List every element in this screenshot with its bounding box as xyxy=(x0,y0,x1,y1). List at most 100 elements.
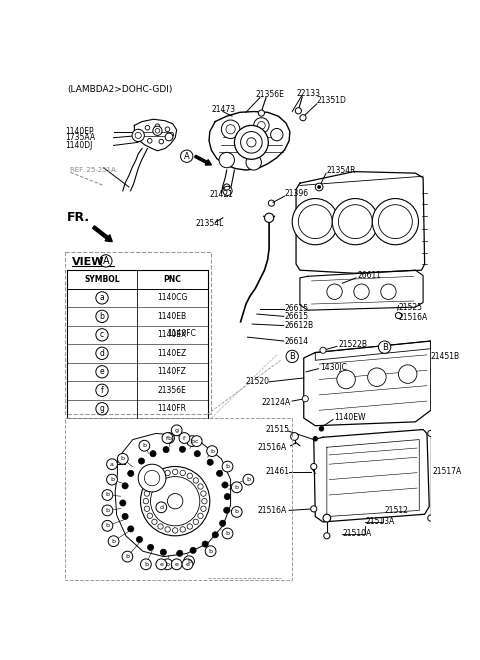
Circle shape xyxy=(122,513,128,519)
Text: 21473: 21473 xyxy=(211,106,236,114)
Circle shape xyxy=(145,125,150,130)
Circle shape xyxy=(165,470,170,476)
Text: 21515: 21515 xyxy=(265,425,289,434)
Circle shape xyxy=(428,515,434,521)
Text: B: B xyxy=(382,343,387,352)
Text: b: b xyxy=(166,562,169,567)
Circle shape xyxy=(128,471,134,477)
Text: A: A xyxy=(103,256,109,266)
Circle shape xyxy=(212,532,218,538)
Text: 21451B: 21451B xyxy=(431,352,460,361)
Circle shape xyxy=(222,528,233,539)
Circle shape xyxy=(187,524,192,529)
Circle shape xyxy=(222,461,233,472)
Text: 21516A: 21516A xyxy=(258,443,287,451)
Circle shape xyxy=(147,513,153,519)
Circle shape xyxy=(428,430,434,436)
Text: 1140EP: 1140EP xyxy=(65,127,94,136)
Text: 21356E: 21356E xyxy=(255,90,284,99)
Circle shape xyxy=(162,433,173,444)
Circle shape xyxy=(96,347,108,360)
Circle shape xyxy=(187,473,192,478)
Text: e: e xyxy=(159,562,163,567)
Circle shape xyxy=(383,346,389,352)
Circle shape xyxy=(102,490,113,500)
Text: 21356E: 21356E xyxy=(157,386,187,395)
Circle shape xyxy=(96,384,108,397)
Text: c: c xyxy=(195,439,198,444)
Circle shape xyxy=(320,347,326,353)
Text: 21525: 21525 xyxy=(398,303,422,312)
Circle shape xyxy=(372,199,419,245)
Circle shape xyxy=(381,284,396,300)
Circle shape xyxy=(165,133,173,141)
Circle shape xyxy=(254,117,269,133)
Circle shape xyxy=(107,475,118,485)
Text: b: b xyxy=(121,456,125,461)
Text: 21516A: 21516A xyxy=(258,506,287,515)
Circle shape xyxy=(338,205,372,239)
Circle shape xyxy=(152,478,157,483)
Circle shape xyxy=(155,129,160,133)
Text: f: f xyxy=(167,436,168,440)
Circle shape xyxy=(315,183,323,191)
Circle shape xyxy=(143,498,149,504)
Circle shape xyxy=(319,426,324,431)
Circle shape xyxy=(107,459,118,470)
Circle shape xyxy=(135,132,141,139)
Circle shape xyxy=(398,365,417,383)
Text: e: e xyxy=(175,562,179,567)
Text: 1735AA: 1735AA xyxy=(65,133,95,142)
Circle shape xyxy=(159,139,164,144)
Circle shape xyxy=(179,433,190,444)
Circle shape xyxy=(150,451,156,457)
Circle shape xyxy=(138,464,166,492)
Circle shape xyxy=(207,459,213,465)
Text: SYMBOL: SYMBOL xyxy=(84,275,120,284)
Text: b: b xyxy=(190,439,194,444)
Text: 21520: 21520 xyxy=(246,378,270,386)
Text: f: f xyxy=(101,386,103,395)
Circle shape xyxy=(313,436,318,441)
Circle shape xyxy=(153,126,162,135)
Circle shape xyxy=(96,329,108,341)
Circle shape xyxy=(300,115,306,121)
Circle shape xyxy=(193,478,199,483)
Circle shape xyxy=(108,536,119,546)
Circle shape xyxy=(182,559,193,570)
Circle shape xyxy=(198,513,203,519)
Text: 1140FZ: 1140FZ xyxy=(157,368,187,376)
Circle shape xyxy=(96,292,108,304)
Text: 21513A: 21513A xyxy=(365,517,395,527)
Circle shape xyxy=(243,475,254,485)
Circle shape xyxy=(311,506,317,512)
Circle shape xyxy=(202,541,208,547)
Circle shape xyxy=(190,547,196,554)
Text: g: g xyxy=(175,428,179,433)
Circle shape xyxy=(231,482,242,492)
Circle shape xyxy=(221,120,240,139)
Circle shape xyxy=(180,150,193,162)
Text: g: g xyxy=(99,405,105,413)
Text: 26611: 26611 xyxy=(358,271,382,280)
Circle shape xyxy=(302,396,308,402)
Circle shape xyxy=(324,533,330,539)
Circle shape xyxy=(246,154,262,170)
Circle shape xyxy=(318,185,321,189)
Circle shape xyxy=(264,213,274,222)
Text: b: b xyxy=(235,485,239,490)
Circle shape xyxy=(311,463,317,470)
Circle shape xyxy=(152,519,157,525)
Circle shape xyxy=(96,310,108,323)
Text: 21517A: 21517A xyxy=(432,467,462,477)
Circle shape xyxy=(337,370,355,389)
Circle shape xyxy=(177,550,183,556)
Circle shape xyxy=(180,446,186,452)
Circle shape xyxy=(155,124,160,129)
Circle shape xyxy=(102,520,113,531)
Circle shape xyxy=(223,186,232,195)
Text: FR.: FR. xyxy=(67,211,91,224)
Circle shape xyxy=(156,502,167,513)
Text: b: b xyxy=(144,562,148,567)
Circle shape xyxy=(141,559,151,570)
